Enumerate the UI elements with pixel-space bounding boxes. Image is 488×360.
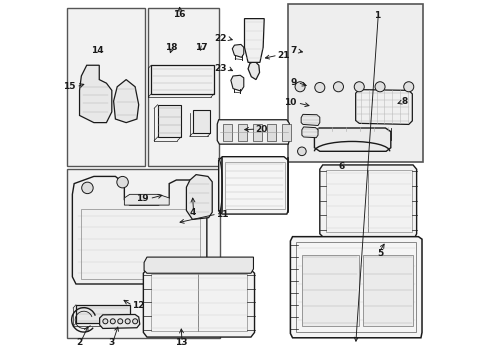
Text: 3: 3 (108, 338, 115, 347)
Polygon shape (124, 194, 169, 205)
Circle shape (110, 319, 115, 324)
Text: 14: 14 (91, 46, 103, 55)
Text: 21: 21 (276, 51, 289, 60)
Polygon shape (244, 19, 264, 62)
Circle shape (294, 82, 305, 92)
Circle shape (374, 82, 384, 92)
Polygon shape (186, 175, 212, 220)
Text: 22: 22 (214, 34, 226, 43)
Text: 12: 12 (131, 301, 144, 310)
Polygon shape (72, 176, 206, 284)
Polygon shape (232, 44, 244, 57)
Circle shape (118, 319, 122, 324)
Circle shape (333, 82, 343, 92)
Text: 15: 15 (62, 82, 75, 91)
Text: 13: 13 (174, 338, 187, 347)
Polygon shape (100, 315, 140, 328)
Text: 11: 11 (215, 210, 228, 219)
Text: 5: 5 (376, 249, 383, 258)
Polygon shape (230, 75, 244, 91)
Polygon shape (113, 80, 139, 123)
Text: 23: 23 (214, 64, 226, 73)
Bar (301, 255, 358, 326)
Circle shape (132, 319, 137, 324)
Text: 18: 18 (164, 43, 177, 52)
Circle shape (297, 147, 305, 156)
Text: 16: 16 (173, 10, 185, 19)
Polygon shape (314, 128, 390, 151)
Bar (67, 8, 145, 166)
Circle shape (102, 319, 108, 324)
Text: 19: 19 (136, 194, 148, 203)
Bar (192, 110, 210, 134)
Text: 7: 7 (289, 46, 296, 55)
Text: 1: 1 (373, 10, 380, 19)
Polygon shape (143, 269, 254, 337)
Bar (158, 105, 181, 137)
Text: 4: 4 (189, 208, 195, 217)
Polygon shape (301, 114, 319, 126)
Polygon shape (144, 257, 253, 273)
Polygon shape (217, 120, 289, 144)
Bar (282, 125, 290, 140)
Circle shape (125, 319, 130, 324)
Bar (362, 255, 412, 326)
Polygon shape (218, 157, 287, 214)
Circle shape (117, 176, 128, 188)
Text: 8: 8 (401, 97, 407, 106)
Circle shape (81, 182, 93, 194)
Bar (81, 209, 199, 279)
Polygon shape (290, 237, 421, 338)
Polygon shape (319, 165, 416, 237)
Polygon shape (355, 90, 411, 125)
Circle shape (314, 82, 324, 93)
Text: 2: 2 (76, 338, 82, 347)
Bar (223, 125, 231, 140)
Bar (148, 8, 219, 166)
Circle shape (353, 82, 364, 92)
Bar (287, 4, 422, 162)
Text: 10: 10 (284, 98, 296, 107)
Circle shape (403, 82, 413, 92)
Bar (76, 305, 129, 323)
Bar (67, 168, 219, 338)
Text: 6: 6 (338, 162, 344, 171)
Bar (252, 125, 261, 140)
Polygon shape (80, 65, 112, 123)
Bar (237, 125, 246, 140)
Text: 20: 20 (255, 125, 267, 134)
Bar (267, 125, 276, 140)
Polygon shape (301, 127, 317, 138)
Text: 17: 17 (195, 43, 207, 52)
Polygon shape (247, 61, 259, 80)
Bar (151, 65, 214, 94)
Text: 9: 9 (289, 78, 296, 87)
